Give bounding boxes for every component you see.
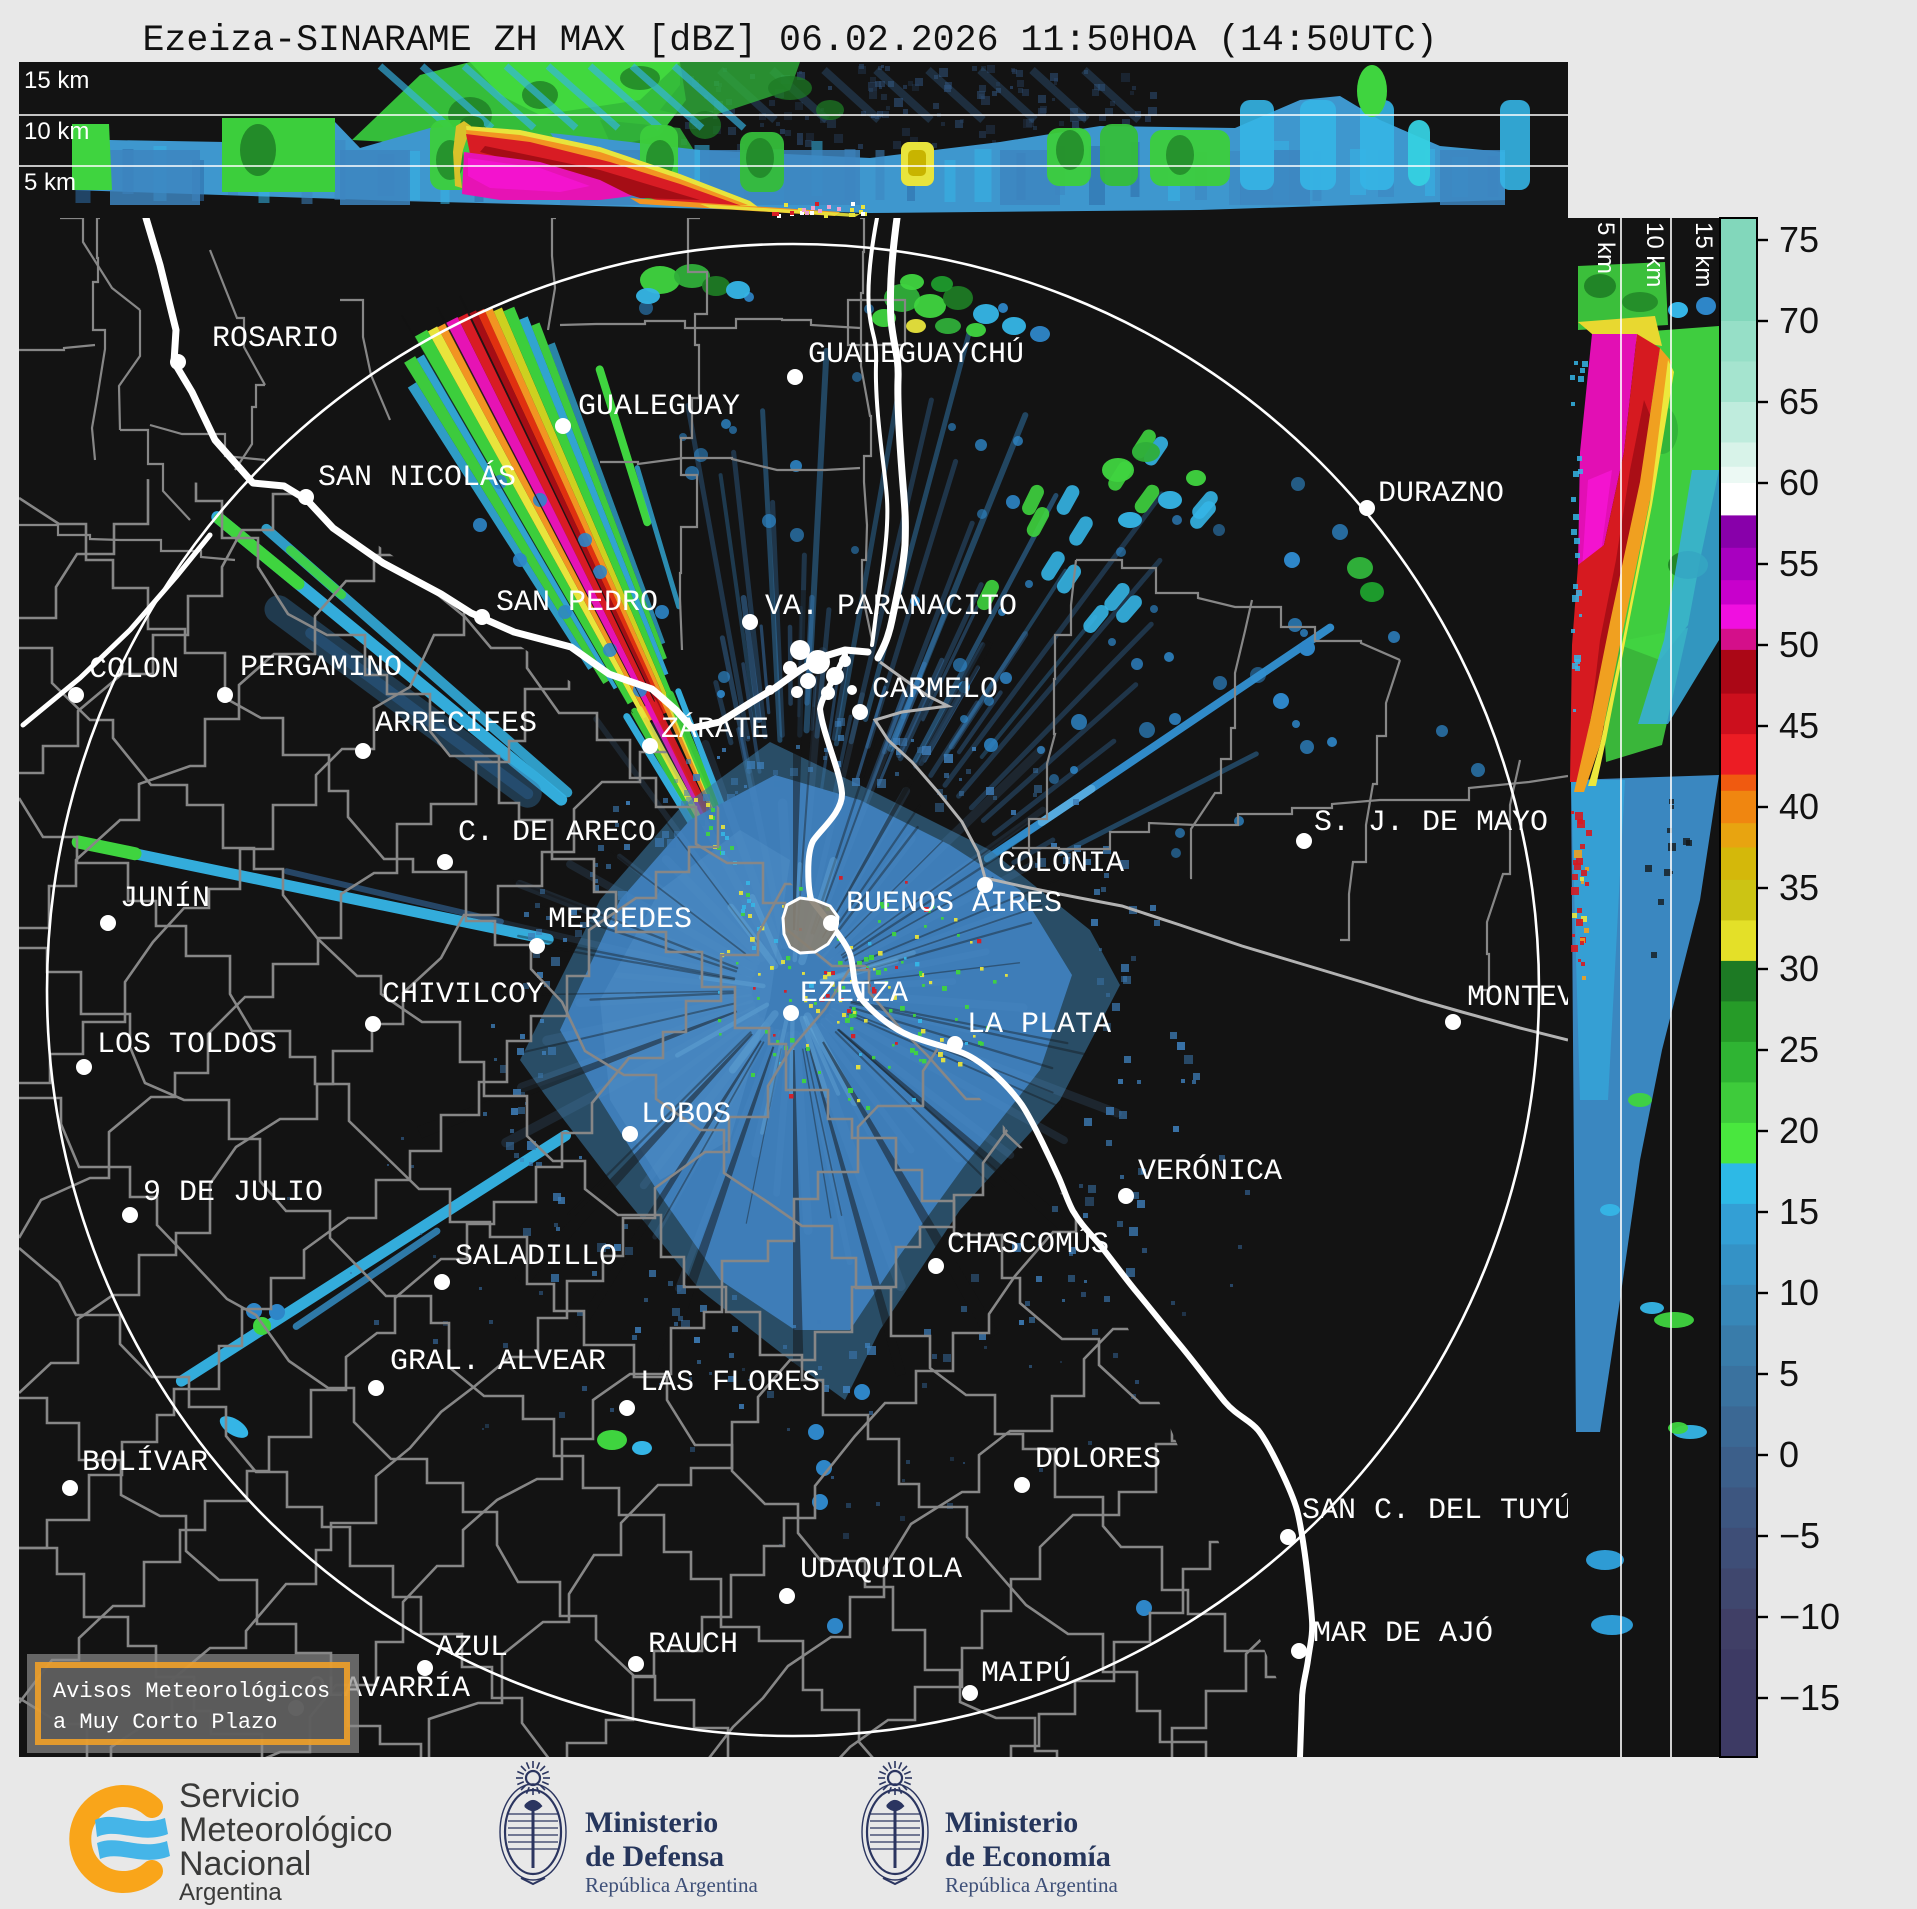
svg-text:MAIPÚ: MAIPÚ [981, 1656, 1071, 1691]
svg-text:SALADILLO: SALADILLO [455, 1240, 617, 1274]
svg-text:−10: −10 [1779, 1596, 1840, 1637]
svg-text:VA. PARANACITO: VA. PARANACITO [765, 590, 1017, 624]
svg-text:5: 5 [1779, 1353, 1799, 1394]
svg-text:de Economía: de Economía [945, 1840, 1111, 1873]
svg-text:25: 25 [1779, 1029, 1819, 1070]
svg-text:50: 50 [1779, 624, 1819, 665]
svg-text:LA PLATA: LA PLATA [967, 1008, 1111, 1042]
svg-text:DURAZNO: DURAZNO [1378, 477, 1504, 511]
svg-text:AZUL: AZUL [436, 1631, 508, 1665]
svg-text:ROSARIO: ROSARIO [212, 322, 338, 356]
svg-text:60: 60 [1779, 462, 1819, 503]
svg-text:20: 20 [1779, 1110, 1819, 1151]
svg-text:GRAL. ALVEAR: GRAL. ALVEAR [390, 1345, 606, 1379]
svg-text:CHIVILCOY: CHIVILCOY [382, 978, 544, 1012]
svg-text:Ministerio: Ministerio [585, 1806, 718, 1839]
svg-text:15 km: 15 km [24, 67, 89, 94]
svg-text:de Defensa: de Defensa [585, 1840, 724, 1873]
svg-text:ZÁRATE: ZÁRATE [661, 712, 769, 747]
svg-text:COLONIA: COLONIA [998, 847, 1124, 881]
svg-text:40: 40 [1779, 786, 1819, 827]
svg-text:5 km: 5 km [1592, 222, 1619, 274]
svg-text:BUENOS AIRES: BUENOS AIRES [846, 887, 1062, 921]
svg-text:LOBOS: LOBOS [641, 1098, 731, 1132]
svg-text:10: 10 [1779, 1272, 1819, 1313]
svg-text:Ministerio: Ministerio [945, 1806, 1078, 1839]
svg-text:Servicio: Servicio [179, 1777, 300, 1815]
svg-text:75: 75 [1779, 219, 1819, 260]
svg-text:C. DE ARECO: C. DE ARECO [458, 816, 656, 850]
svg-text:Ezeiza-SINARAME ZH MAX [dBZ] 0: Ezeiza-SINARAME ZH MAX [dBZ] 06.02.2026 … [142, 20, 1437, 61]
svg-text:10 km: 10 km [1641, 222, 1668, 287]
svg-text:SAN NICOLÁS: SAN NICOLÁS [318, 460, 516, 495]
svg-text:35: 35 [1779, 867, 1819, 908]
svg-text:55: 55 [1779, 543, 1819, 584]
svg-text:MERCEDES: MERCEDES [548, 903, 692, 937]
svg-text:15 km: 15 km [1690, 222, 1717, 287]
svg-text:LOS TOLDOS: LOS TOLDOS [97, 1028, 277, 1062]
svg-text:GUALEGUAY: GUALEGUAY [578, 390, 740, 424]
svg-text:65: 65 [1779, 381, 1819, 422]
svg-text:0: 0 [1779, 1434, 1799, 1475]
svg-text:15: 15 [1779, 1191, 1819, 1232]
svg-text:ARRECIFES: ARRECIFES [375, 707, 537, 741]
svg-text:COLON: COLON [89, 653, 179, 687]
svg-text:SAN C. DEL TUYÚ: SAN C. DEL TUYÚ [1302, 1493, 1572, 1528]
svg-text:RAUCH: RAUCH [648, 1628, 738, 1662]
svg-text:45: 45 [1779, 705, 1819, 746]
svg-text:MAR DE AJÓ: MAR DE AJÓ [1313, 1616, 1493, 1651]
svg-text:GUALEGUAYCHÚ: GUALEGUAYCHÚ [808, 337, 1024, 372]
svg-text:−15: −15 [1779, 1677, 1840, 1718]
svg-text:70: 70 [1779, 300, 1819, 341]
svg-text:Avisos Meteorológicos: Avisos Meteorológicos [53, 1679, 330, 1704]
svg-text:Nacional: Nacional [179, 1845, 311, 1883]
svg-text:LAS FLORES: LAS FLORES [640, 1366, 820, 1400]
svg-text:Argentina: Argentina [179, 1879, 282, 1906]
svg-text:DOLORES: DOLORES [1035, 1443, 1161, 1477]
svg-text:a Muy Corto Plazo: a Muy Corto Plazo [53, 1710, 277, 1735]
svg-text:MONTEVIDEO: MONTEVIDEO [1467, 981, 1647, 1015]
svg-text:S. J. DE MAYO: S. J. DE MAYO [1314, 806, 1548, 840]
svg-text:UDAQUIOLA: UDAQUIOLA [800, 1553, 962, 1587]
svg-text:CHASCOMÚS: CHASCOMÚS [947, 1227, 1109, 1262]
svg-text:10 km: 10 km [24, 118, 89, 145]
svg-text:VERÓNICA: VERÓNICA [1138, 1154, 1282, 1189]
svg-text:−5: −5 [1779, 1515, 1820, 1556]
svg-text:CARMELO: CARMELO [872, 673, 998, 707]
svg-text:SAN PEDRO: SAN PEDRO [496, 586, 658, 620]
svg-text:9 DE JULIO: 9 DE JULIO [143, 1176, 323, 1210]
svg-text:PERGAMINO: PERGAMINO [240, 651, 402, 685]
svg-text:EZEIZA: EZEIZA [800, 977, 908, 1011]
svg-text:República Argentina: República Argentina [585, 1873, 758, 1897]
svg-text:30: 30 [1779, 948, 1819, 989]
svg-text:BOLÍVAR: BOLÍVAR [82, 1445, 208, 1480]
svg-text:Meteorológico: Meteorológico [179, 1811, 393, 1849]
svg-text:República Argentina: República Argentina [945, 1873, 1118, 1897]
svg-text:JUNÍN: JUNÍN [120, 881, 210, 916]
svg-text:5 km: 5 km [24, 169, 76, 196]
